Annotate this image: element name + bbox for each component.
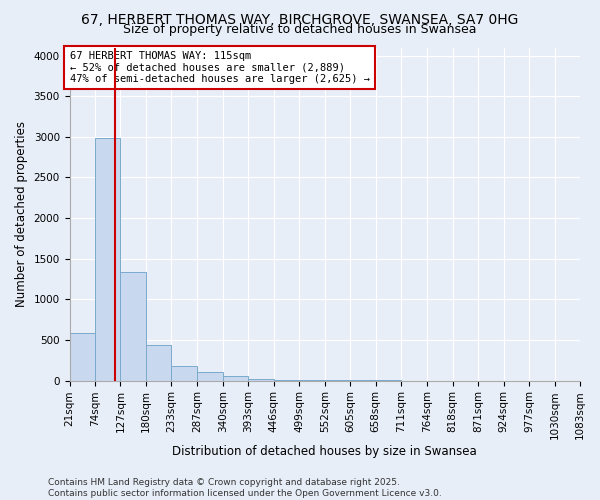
Text: 67 HERBERT THOMAS WAY: 115sqm
← 52% of detached houses are smaller (2,889)
47% o: 67 HERBERT THOMAS WAY: 115sqm ← 52% of d… (70, 50, 370, 84)
Bar (70, 334, 95, 380)
Bar (146, 345, 172, 380)
Text: Size of property relative to detached houses in Swansea: Size of property relative to detached ho… (123, 22, 477, 36)
Bar (172, 366, 197, 380)
X-axis label: Distribution of detached houses by size in Swansea: Distribution of detached houses by size … (172, 444, 477, 458)
Bar (95, 138, 121, 380)
Text: Contains HM Land Registry data © Crown copyright and database right 2025.
Contai: Contains HM Land Registry data © Crown c… (48, 478, 442, 498)
Text: 67, HERBERT THOMAS WAY, BIRCHGROVE, SWANSEA, SA7 0HG: 67, HERBERT THOMAS WAY, BIRCHGROVE, SWAN… (82, 12, 518, 26)
Bar (248, 378, 274, 380)
Bar (197, 372, 223, 380)
Y-axis label: Number of detached properties: Number of detached properties (15, 121, 28, 307)
Bar (223, 376, 248, 380)
Bar (121, 272, 146, 380)
